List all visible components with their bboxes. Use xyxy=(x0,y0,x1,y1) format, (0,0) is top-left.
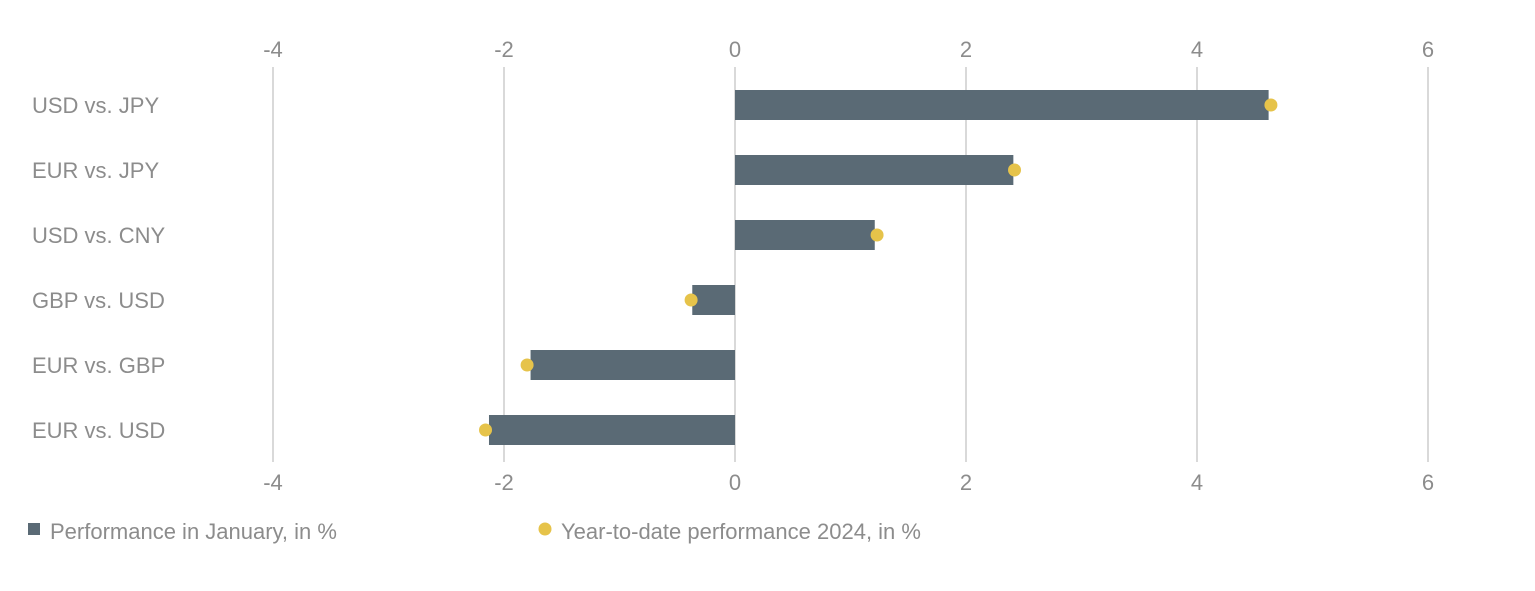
legend-label-bar: Performance in January, in % xyxy=(50,519,337,544)
ytd-dot xyxy=(1008,163,1022,177)
bottom-axis-ticks: -4 -2 0 2 4 6 xyxy=(263,470,1434,495)
x-tick-label-bottom: -4 xyxy=(263,470,283,495)
x-tick-label-top: 4 xyxy=(1191,37,1203,62)
category-label: EUR vs. USD xyxy=(32,418,165,443)
ytd-dot xyxy=(520,358,534,372)
x-tick-label-bottom: 4 xyxy=(1191,470,1203,495)
dot-series xyxy=(479,98,1278,437)
x-tick-label-top: 0 xyxy=(729,37,741,62)
legend: Performance in January, in % Year-to-dat… xyxy=(28,519,921,544)
x-tick-label-top: -2 xyxy=(494,37,514,62)
x-tick-label-top: 6 xyxy=(1422,37,1434,62)
ytd-dot xyxy=(684,293,698,307)
grid-lines xyxy=(272,67,1429,462)
x-tick-label-bottom: 2 xyxy=(960,470,972,495)
category-labels: USD vs. JPY EUR vs. JPY USD vs. CNY GBP vs.… xyxy=(32,93,166,443)
bar xyxy=(530,350,735,380)
x-tick-label-bottom: 0 xyxy=(729,470,741,495)
legend-swatch-bar xyxy=(28,523,40,535)
x-tick-label-top: 2 xyxy=(960,37,972,62)
category-label: GBP vs. USD xyxy=(32,288,165,313)
ytd-dot xyxy=(479,423,493,437)
category-label: EUR vs. GBP xyxy=(32,353,165,378)
bar xyxy=(735,155,1014,185)
bar xyxy=(735,220,875,250)
x-tick-label-bottom: 6 xyxy=(1422,470,1434,495)
category-label: USD vs. JPY xyxy=(32,93,159,118)
bar xyxy=(488,415,735,445)
x-tick-label-bottom: -2 xyxy=(494,470,514,495)
bar xyxy=(692,285,735,315)
legend-label-dot: Year-to-date performance 2024, in % xyxy=(561,519,921,544)
x-tick-label-top: -4 xyxy=(263,37,283,62)
category-label: EUR vs. JPY xyxy=(32,158,159,183)
ytd-dot xyxy=(870,228,884,242)
bar-series xyxy=(488,90,1269,445)
top-axis-ticks: -4 -2 0 2 4 6 xyxy=(263,37,1434,62)
category-label: USD vs. CNY xyxy=(32,223,166,248)
ytd-dot xyxy=(1264,98,1278,112)
legend-swatch-dot xyxy=(538,522,552,536)
bar xyxy=(735,90,1269,120)
